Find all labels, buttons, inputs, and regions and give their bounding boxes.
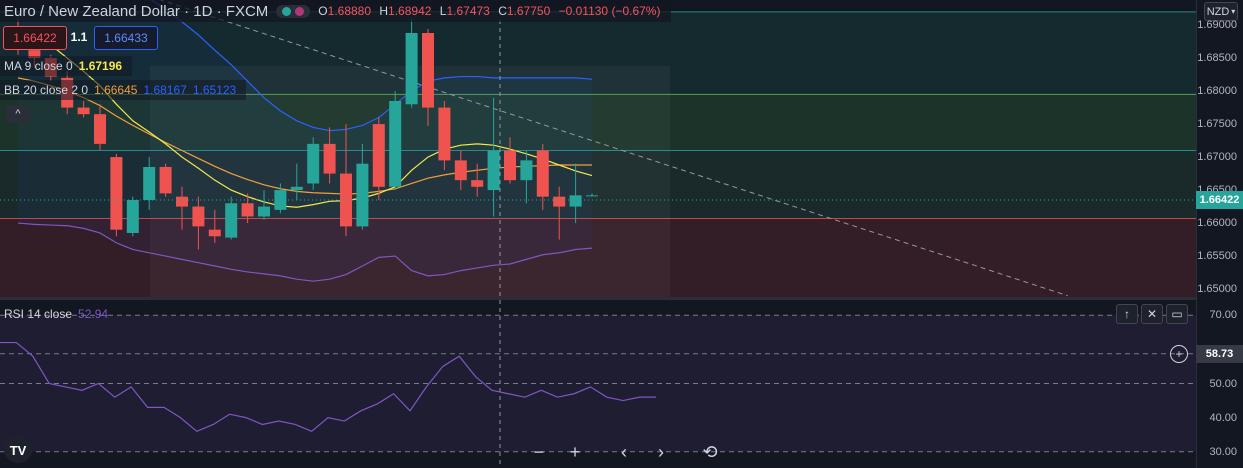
maximize-pane-button[interactable]: ▭ bbox=[1166, 304, 1188, 324]
zone-green bbox=[0, 94, 1196, 151]
close-value: 1.67750 bbox=[506, 4, 551, 18]
candle-body bbox=[176, 196, 188, 207]
ohlc-values: O1.68880 H1.68942 L1.67473 C1.67750 −0.0… bbox=[318, 4, 661, 18]
open-value: 1.68880 bbox=[327, 4, 372, 18]
price-axis[interactable] bbox=[1196, 0, 1243, 468]
rsi-tick-label: 50.00 bbox=[1209, 377, 1237, 390]
currency-dropdown[interactable]: NZD ▾ bbox=[1204, 2, 1238, 21]
collapse-legend-button[interactable]: ^ bbox=[6, 105, 30, 123]
rsi-crosshair-label: 58.73 bbox=[1196, 345, 1243, 363]
candle-body bbox=[356, 163, 369, 227]
chevron-down-icon: ▾ bbox=[1231, 7, 1236, 16]
rsi-legend[interactable]: RSI 14 close 52.94 bbox=[0, 305, 114, 323]
bb-upper-value: 1.68167 bbox=[143, 83, 187, 97]
trendline bbox=[159, 0, 1068, 297]
zoom-in-button[interactable]: + bbox=[569, 441, 581, 462]
symbol-title[interactable]: Euro / New Zealand Dollar · 1D · FXCM bbox=[4, 2, 269, 20]
candle-body bbox=[586, 195, 598, 197]
ma-label: MA 9 close 0 bbox=[4, 59, 73, 73]
rsi-tick-label: 40.00 bbox=[1209, 411, 1237, 424]
candle-body bbox=[520, 160, 533, 181]
bb-legend[interactable]: BB 20 close 2 0 1.66645 1.68167 1.65123 bbox=[0, 80, 247, 100]
candle-body bbox=[192, 206, 205, 227]
price-tick-label: 1.66000 bbox=[1197, 217, 1237, 230]
high-value: 1.68942 bbox=[388, 4, 432, 18]
candle-body bbox=[389, 100, 402, 187]
data-status-dot-icon bbox=[295, 6, 305, 16]
candle-body bbox=[487, 150, 500, 191]
zone-red bbox=[0, 218, 1196, 297]
reset-chart-button[interactable]: ⟲ bbox=[702, 441, 718, 462]
candle-body bbox=[536, 150, 549, 197]
pane-separator bbox=[0, 297, 1243, 300]
bb-fill bbox=[18, 0, 592, 282]
candle-body bbox=[110, 157, 123, 230]
price-tick-label: 1.68500 bbox=[1197, 52, 1237, 65]
zoom-out-button[interactable]: − bbox=[533, 441, 545, 462]
price-tick-label: 1.68000 bbox=[1197, 85, 1237, 98]
candle-body bbox=[438, 107, 451, 161]
candle-body bbox=[454, 160, 467, 181]
move-pane-up-button[interactable]: ↑ bbox=[1116, 304, 1138, 324]
bb-label: BB 20 close 2 0 bbox=[4, 83, 89, 97]
status-dots[interactable] bbox=[276, 4, 311, 18]
sell-button[interactable]: 1.66422 bbox=[3, 26, 67, 50]
candle-body bbox=[372, 124, 385, 187]
candle-body bbox=[340, 173, 352, 227]
buy-button[interactable]: 1.66433 bbox=[94, 26, 158, 50]
bb-basis-value: 1.66645 bbox=[94, 83, 138, 97]
current-price-label: 1.66422 bbox=[1196, 191, 1243, 209]
candle-body bbox=[471, 180, 484, 187]
candle-body bbox=[422, 33, 434, 108]
change-value: −0.01130 (−0.67%) bbox=[558, 4, 661, 18]
candle-body bbox=[504, 150, 516, 181]
bb-lower-line bbox=[17, 222, 593, 282]
rsi-tick-label: 70.00 bbox=[1209, 309, 1237, 322]
candle-body bbox=[126, 199, 139, 233]
spread-value: 1.1 bbox=[70, 30, 88, 44]
symbol-legend: Euro / New Zealand Dollar · 1D · FXCM O1… bbox=[0, 0, 672, 22]
candle-body bbox=[553, 196, 566, 207]
candle-body bbox=[225, 203, 238, 238]
price-tick-label: 1.67500 bbox=[1197, 118, 1237, 131]
bb-upper-line bbox=[150, 0, 593, 132]
range-box bbox=[150, 66, 670, 297]
price-tick-label: 1.65000 bbox=[1197, 283, 1237, 296]
candle-body bbox=[290, 186, 303, 191]
candle-body bbox=[569, 195, 582, 207]
low-value: 1.67473 bbox=[446, 4, 490, 18]
candle-body bbox=[159, 166, 172, 194]
candle-body bbox=[208, 229, 221, 237]
price-tick-label: 1.67000 bbox=[1197, 151, 1237, 164]
candle-body bbox=[28, 50, 41, 59]
candle-body bbox=[77, 107, 90, 115]
candle-body bbox=[94, 114, 106, 144]
ma-value: 1.67196 bbox=[78, 59, 123, 73]
price-tick-label: 1.69000 bbox=[1197, 19, 1237, 32]
ma-line bbox=[17, 27, 593, 208]
candle-body bbox=[258, 206, 270, 217]
rsi-line bbox=[0, 341, 656, 432]
price-tick-label: 1.65500 bbox=[1197, 250, 1237, 263]
candle-body bbox=[307, 143, 320, 184]
close-pane-button[interactable]: ✕ bbox=[1141, 304, 1163, 324]
tradingview-logo[interactable]: TV bbox=[4, 437, 32, 463]
scroll-right-button[interactable]: › bbox=[658, 441, 664, 462]
scroll-left-button[interactable]: ‹ bbox=[621, 441, 627, 462]
ma-legend[interactable]: MA 9 close 0 1.67196 bbox=[0, 56, 133, 76]
market-open-dot-icon bbox=[282, 6, 292, 16]
add-plus-icon[interactable]: + bbox=[1170, 345, 1188, 363]
bb-lower-value: 1.65123 bbox=[192, 83, 237, 97]
candle-body bbox=[143, 166, 156, 200]
rsi-label: RSI 14 close bbox=[4, 307, 73, 321]
candle-body bbox=[405, 33, 418, 105]
candle-body bbox=[323, 143, 336, 174]
candle-body bbox=[241, 203, 254, 217]
rsi-value: 52.94 bbox=[78, 307, 109, 321]
rsi-tick-label: 30.00 bbox=[1209, 445, 1237, 458]
